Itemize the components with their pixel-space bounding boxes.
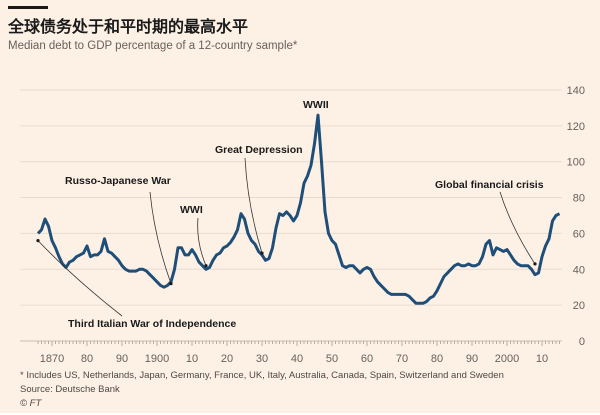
x-tick-label: 70 bbox=[396, 353, 408, 365]
annotation-leader-line bbox=[149, 191, 172, 284]
y-tick-label: 0 bbox=[579, 336, 585, 348]
annotation-leader-line bbox=[197, 217, 207, 266]
y-tick-label: 100 bbox=[567, 157, 585, 169]
x-tick-label: 10 bbox=[186, 353, 198, 365]
x-tick-label: 90 bbox=[466, 353, 478, 365]
chart-title: 全球债务处于和平时期的最高水平 bbox=[8, 17, 249, 36]
x-tick-label: 50 bbox=[326, 353, 338, 365]
annotation-point bbox=[169, 282, 173, 286]
x-tick-label: 30 bbox=[256, 353, 268, 365]
x-tick-label: 40 bbox=[291, 353, 303, 365]
y-tick-label: 40 bbox=[573, 264, 585, 276]
x-tick-label: 10 bbox=[536, 353, 548, 365]
annotation-label: Third Italian War of Independence bbox=[68, 318, 236, 330]
y-tick-label: 60 bbox=[573, 228, 585, 240]
ft-credit: © FT bbox=[20, 398, 42, 409]
chart-subtitle: Median debt to GDP percentage of a 12-co… bbox=[8, 40, 298, 52]
x-tick-label: 1870 bbox=[40, 353, 64, 365]
annotation-leader-line bbox=[37, 240, 123, 317]
y-tick-label: 140 bbox=[567, 85, 585, 97]
annotation-leader-line bbox=[499, 191, 536, 265]
x-tick-label: 20 bbox=[221, 353, 233, 365]
x-tick-label: 1900 bbox=[145, 353, 169, 365]
annotation-label: Global financial crisis bbox=[435, 179, 544, 191]
annotation-label: Great Depression bbox=[215, 144, 303, 156]
ft-accent-bar bbox=[8, 6, 48, 9]
annotation-point bbox=[533, 262, 537, 266]
annotation-point bbox=[260, 251, 264, 255]
annotation-point bbox=[204, 264, 208, 268]
annotation-label: WWII bbox=[303, 99, 329, 111]
annotation-point bbox=[36, 238, 40, 243]
footnote: * Includes US, Netherlands, Japan, Germa… bbox=[20, 370, 504, 381]
y-tick-label: 20 bbox=[573, 300, 585, 312]
y-tick-label: 120 bbox=[567, 121, 585, 133]
source-note: Source: Deutsche Bank bbox=[20, 384, 120, 395]
annotation-label: WWI bbox=[180, 204, 203, 216]
x-tick-label: 90 bbox=[116, 353, 128, 365]
x-tick-label: 80 bbox=[81, 353, 93, 365]
x-tick-label: 2000 bbox=[495, 353, 519, 365]
annotation-label: Russo-Japanese War bbox=[65, 175, 171, 187]
x-tick-label: 80 bbox=[431, 353, 443, 365]
debt-series-line bbox=[36, 113, 561, 305]
x-tick-label: 60 bbox=[361, 353, 373, 365]
annotation-leader-line bbox=[244, 157, 263, 254]
y-tick-label: 80 bbox=[573, 193, 585, 205]
